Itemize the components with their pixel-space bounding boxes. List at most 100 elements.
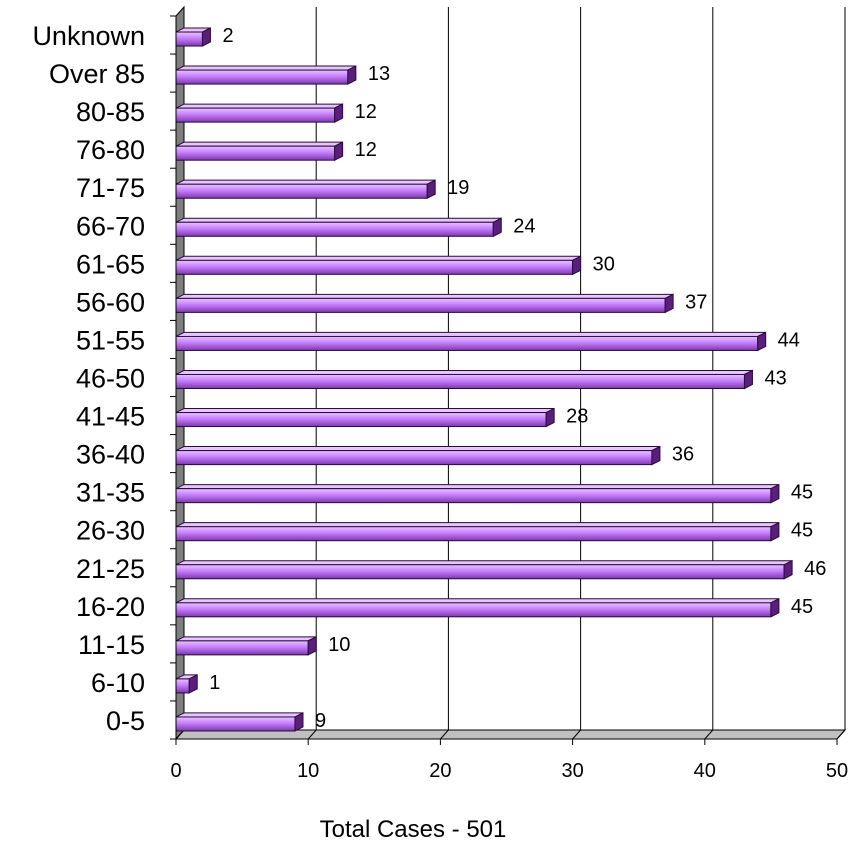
data-label: 44: [778, 329, 800, 351]
bar: [175, 374, 745, 389]
data-label: 46: [804, 558, 826, 580]
bar: [175, 678, 190, 694]
y-tick-label: 26-30: [76, 516, 145, 546]
y-tick-label: 0-5: [106, 706, 145, 736]
bar-end: [651, 445, 661, 466]
bar-end: [307, 636, 317, 656]
y-tick-label: 11-15: [78, 630, 145, 660]
y-tick-label: 51-55: [76, 325, 145, 355]
bar: [175, 640, 309, 656]
floor-gridline: [572, 729, 581, 740]
x-tick-label: 0: [170, 760, 181, 782]
floor-gridline: [704, 729, 714, 740]
data-label: 10: [328, 634, 350, 656]
bar: [175, 31, 203, 47]
x-axis-title: Total Cases - 501: [320, 816, 507, 843]
data-label: 12: [355, 101, 377, 123]
bar-top: [175, 255, 581, 261]
bar-top: [175, 369, 753, 375]
bar-end: [347, 65, 357, 85]
bar-top: [175, 217, 502, 223]
bar-top: [175, 408, 555, 414]
bar: [175, 297, 666, 313]
floor-gridline: [836, 729, 846, 740]
bar-top: [175, 293, 674, 299]
data-label: 12: [355, 139, 377, 161]
x-tick-label: 10: [297, 760, 319, 782]
bar-top: [175, 636, 317, 642]
bar: [175, 716, 296, 732]
y-tick-label: 71-75: [76, 173, 145, 203]
bar-top: [175, 331, 766, 337]
bar-end: [188, 674, 198, 694]
data-label: 30: [593, 253, 615, 275]
bar-top: [175, 712, 304, 718]
bar: [175, 450, 653, 466]
floor-gridline: [175, 729, 185, 740]
y-tick-label: 31-35: [76, 478, 145, 508]
bar-end: [294, 712, 304, 732]
x-tick-label: 30: [561, 760, 583, 782]
floor-gridline: [440, 729, 449, 740]
bar: [175, 69, 349, 85]
bar: [175, 412, 547, 428]
floor-gridline: [307, 729, 317, 740]
data-label: 45: [791, 520, 813, 542]
bar-end: [334, 103, 344, 123]
y-tick-label: Unknown: [32, 21, 145, 51]
bar: [175, 259, 574, 275]
y-tick-label: 36-40: [76, 440, 145, 470]
y-tick-label: 41-45: [76, 402, 145, 432]
y-tick-label: 66-70: [76, 211, 145, 241]
y-tick-label: 21-25: [76, 554, 145, 584]
bar: [175, 526, 772, 542]
bar: [175, 564, 785, 580]
bar-top: [175, 179, 436, 185]
bar-top: [175, 560, 793, 566]
bar-end: [664, 293, 674, 314]
bar: [175, 335, 759, 351]
bar-end: [545, 407, 555, 428]
bar: [175, 183, 428, 199]
data-label: 24: [513, 215, 535, 237]
bar-end: [743, 369, 753, 390]
bar-end: [492, 217, 502, 238]
y-tick-label: 6-10: [91, 668, 145, 698]
bar-end: [572, 255, 582, 276]
data-label: 45: [791, 596, 813, 618]
data-label: 1: [209, 672, 220, 694]
bar-top: [175, 484, 780, 490]
data-label: 2: [222, 25, 233, 47]
bar-end: [783, 559, 793, 580]
bar: [175, 488, 772, 504]
data-label: 13: [368, 63, 390, 85]
bar-top: [175, 522, 780, 528]
bar-end: [426, 179, 436, 200]
y-tick-label: 46-50: [76, 364, 145, 394]
bar: [175, 602, 772, 618]
bar-end: [770, 597, 780, 618]
y-tick-label: 61-65: [76, 249, 145, 279]
y-tick-label: 80-85: [76, 97, 145, 127]
bar-top: [175, 598, 780, 604]
bar-end: [201, 27, 211, 47]
data-label: 9: [315, 710, 326, 732]
bar-top: [175, 141, 343, 147]
data-label: 37: [685, 291, 707, 313]
bar: [175, 221, 494, 237]
bar: [175, 107, 336, 123]
bar-top: [175, 103, 343, 109]
y-tick-label: 56-60: [76, 287, 145, 317]
bar-top: [175, 65, 357, 71]
x-tick-label: 40: [694, 760, 716, 782]
y-tick-label: 16-20: [76, 592, 145, 622]
data-label: 28: [566, 406, 588, 428]
data-label: 36: [672, 444, 694, 466]
y-tick-label: 76-80: [76, 135, 145, 165]
x-tick-label: 20: [429, 760, 451, 782]
data-label: 43: [764, 368, 786, 390]
x-tick-label: 50: [826, 760, 848, 782]
data-label: 45: [791, 482, 813, 504]
